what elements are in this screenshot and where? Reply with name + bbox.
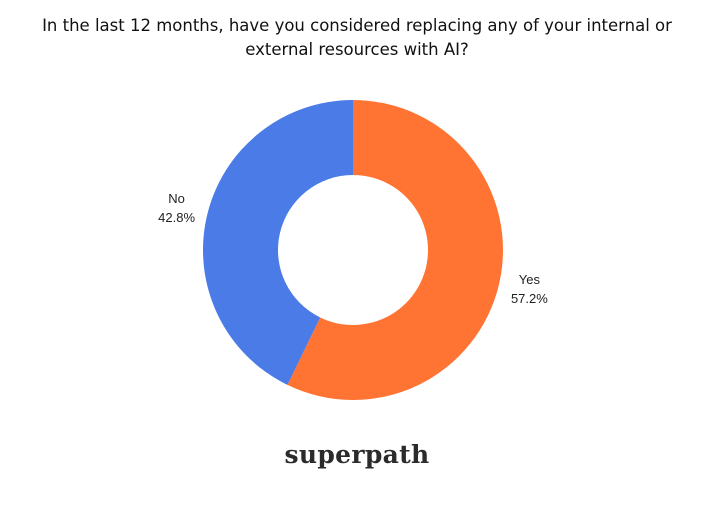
chart-title: In the last 12 months, have you consider… xyxy=(42,16,672,59)
donut-slice xyxy=(287,100,504,400)
donut-slice xyxy=(203,100,353,385)
brand-logo: superpath xyxy=(284,440,430,469)
value-label: 57.2% xyxy=(511,291,548,306)
slice-label: No xyxy=(168,191,185,206)
value-label: 42.8% xyxy=(158,210,195,225)
slice-label: Yes xyxy=(519,272,541,287)
